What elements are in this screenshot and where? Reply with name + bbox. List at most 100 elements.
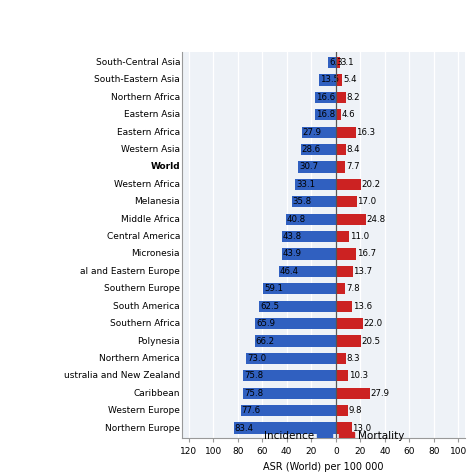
- Text: 77.6: 77.6: [242, 406, 261, 415]
- Text: Caribbean: Caribbean: [134, 389, 180, 398]
- Text: ustralia and New Zealand: ustralia and New Zealand: [64, 371, 180, 380]
- Text: 62.5: 62.5: [260, 301, 279, 310]
- Bar: [286, 214, 336, 225]
- Text: 13.5: 13.5: [320, 75, 339, 84]
- Text: al and Eastern Europe: al and Eastern Europe: [80, 267, 180, 276]
- Text: 8.2: 8.2: [346, 93, 360, 102]
- Bar: [319, 74, 336, 86]
- Text: 10.3: 10.3: [349, 371, 368, 380]
- Bar: [336, 109, 341, 120]
- Bar: [336, 335, 361, 346]
- Text: Western Europe: Western Europe: [108, 406, 180, 415]
- Bar: [336, 74, 342, 86]
- Bar: [336, 283, 346, 294]
- Bar: [282, 248, 336, 260]
- Bar: [336, 353, 346, 364]
- Text: 13.0: 13.0: [352, 423, 372, 432]
- Text: World: World: [150, 163, 180, 172]
- Bar: [255, 335, 336, 346]
- Bar: [336, 266, 353, 277]
- Text: 66.2: 66.2: [255, 337, 275, 346]
- Bar: [336, 127, 356, 138]
- Text: Southern Europe: Southern Europe: [104, 284, 180, 293]
- Text: Melanesia: Melanesia: [135, 197, 180, 206]
- Bar: [255, 318, 336, 329]
- Text: Central America: Central America: [107, 232, 180, 241]
- Bar: [336, 318, 363, 329]
- Bar: [243, 388, 336, 399]
- Text: 16.7: 16.7: [357, 249, 376, 258]
- Text: 27.9: 27.9: [302, 128, 321, 137]
- Text: 6.3: 6.3: [329, 58, 343, 67]
- Text: Age standardized (World) incidence and mortality rates, prostate: Age standardized (World) incidence and m…: [52, 16, 422, 27]
- Text: 16.3: 16.3: [356, 128, 375, 137]
- Bar: [336, 388, 370, 399]
- Bar: [298, 161, 336, 173]
- Text: 46.4: 46.4: [280, 267, 299, 276]
- Bar: [263, 283, 336, 294]
- Bar: [336, 301, 353, 312]
- Bar: [336, 248, 356, 260]
- Text: 40.8: 40.8: [287, 215, 306, 224]
- Bar: [301, 144, 336, 155]
- Text: 7.8: 7.8: [346, 284, 360, 293]
- Text: Northern Europe: Northern Europe: [105, 423, 180, 432]
- Bar: [336, 196, 356, 208]
- Bar: [336, 57, 339, 68]
- Text: Middle Africa: Middle Africa: [121, 215, 180, 224]
- Text: South America: South America: [113, 301, 180, 310]
- Text: 4.6: 4.6: [342, 110, 356, 119]
- Bar: [336, 161, 345, 173]
- Bar: [339, 432, 354, 439]
- Text: 59.1: 59.1: [264, 284, 283, 293]
- Text: South-Central Asia: South-Central Asia: [96, 58, 180, 67]
- Text: 35.8: 35.8: [293, 197, 312, 206]
- Bar: [234, 422, 336, 434]
- Text: South-Eastern Asia: South-Eastern Asia: [94, 75, 180, 84]
- Text: Eastern Asia: Eastern Asia: [124, 110, 180, 119]
- Text: 20.5: 20.5: [362, 337, 381, 346]
- Text: 43.9: 43.9: [283, 249, 302, 258]
- Text: Western Asia: Western Asia: [121, 145, 180, 154]
- Bar: [243, 370, 336, 382]
- Text: 8.3: 8.3: [346, 354, 360, 363]
- Text: Northern Africa: Northern Africa: [111, 93, 180, 102]
- Text: 75.8: 75.8: [244, 389, 263, 398]
- Text: 13.7: 13.7: [353, 267, 372, 276]
- Bar: [315, 109, 336, 120]
- Bar: [336, 179, 361, 190]
- Bar: [336, 144, 346, 155]
- Bar: [318, 432, 332, 439]
- Bar: [315, 92, 336, 103]
- Text: 7.7: 7.7: [346, 163, 359, 172]
- Text: 3.1: 3.1: [340, 58, 354, 67]
- Bar: [336, 370, 348, 382]
- Text: 75.8: 75.8: [244, 371, 263, 380]
- Bar: [301, 127, 336, 138]
- Bar: [336, 214, 366, 225]
- Text: 5.4: 5.4: [343, 75, 356, 84]
- Text: Incidence: Incidence: [264, 431, 314, 441]
- Text: 28.6: 28.6: [301, 145, 321, 154]
- Text: Micronesia: Micronesia: [132, 249, 180, 258]
- Bar: [328, 57, 336, 68]
- Text: 65.9: 65.9: [256, 319, 275, 328]
- Bar: [336, 405, 348, 416]
- Bar: [279, 266, 336, 277]
- Text: 8.4: 8.4: [346, 145, 360, 154]
- Bar: [336, 422, 352, 434]
- Bar: [295, 179, 336, 190]
- Text: 33.1: 33.1: [296, 180, 315, 189]
- Bar: [292, 196, 336, 208]
- Text: Eastern Africa: Eastern Africa: [117, 128, 180, 137]
- Bar: [241, 405, 336, 416]
- Bar: [282, 231, 336, 242]
- Text: 13.6: 13.6: [353, 301, 372, 310]
- Text: 83.4: 83.4: [235, 423, 254, 432]
- Text: 16.8: 16.8: [316, 110, 335, 119]
- Text: Northern America: Northern America: [100, 354, 180, 363]
- Bar: [246, 353, 336, 364]
- Text: 27.9: 27.9: [371, 389, 390, 398]
- Bar: [336, 231, 349, 242]
- Text: Mortality: Mortality: [358, 431, 404, 441]
